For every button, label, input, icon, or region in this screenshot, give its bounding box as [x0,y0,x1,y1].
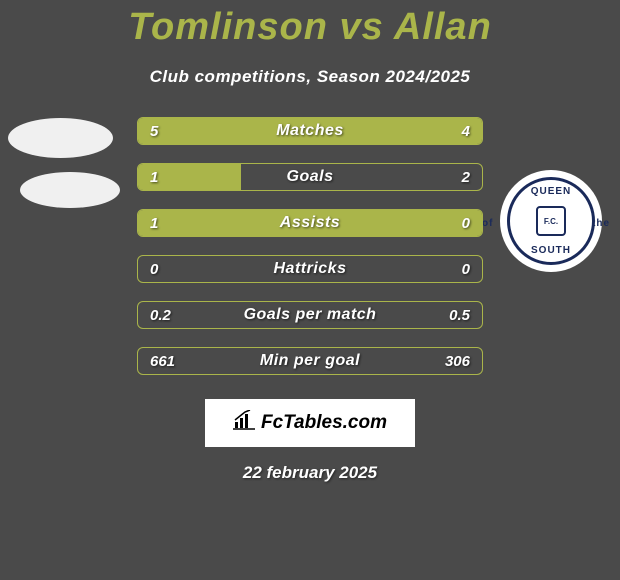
row-label: Min per goal [138,348,482,374]
row-label: Goals [138,164,482,190]
page-title: Tomlinson vs Allan [0,0,620,49]
page-subtitle: Club competitions, Season 2024/2025 [0,67,620,87]
badge-text-bottom: SOUTH [510,245,592,256]
row-label: Assists [138,210,482,236]
row-label: Goals per match [138,302,482,328]
badge-text-right: the [592,218,610,229]
comparison-row: 00Hattricks [137,255,483,283]
badge-center: F.C. [536,206,566,236]
chart-icon [233,410,255,436]
date-label: 22 february 2025 [0,463,620,483]
badge-text-top: QUEEN [510,186,592,197]
comparison-row: 10Assists [137,209,483,237]
row-label: Matches [138,118,482,144]
row-label: Hattricks [138,256,482,282]
comparison-row: 661306Min per goal [137,347,483,375]
badge-text-left: of [482,218,493,229]
attribution-label: FcTables.com [261,412,387,434]
team-left-logo-1 [8,118,113,158]
team-left-logo-2 [20,172,120,208]
team-right-logo: QUEEN of the F.C. SOUTH [500,170,602,272]
comparison-row: 0.20.5Goals per match [137,301,483,329]
attribution: FcTables.com [205,399,415,447]
comparison-row: 12Goals [137,163,483,191]
comparison-row: 54Matches [137,117,483,145]
